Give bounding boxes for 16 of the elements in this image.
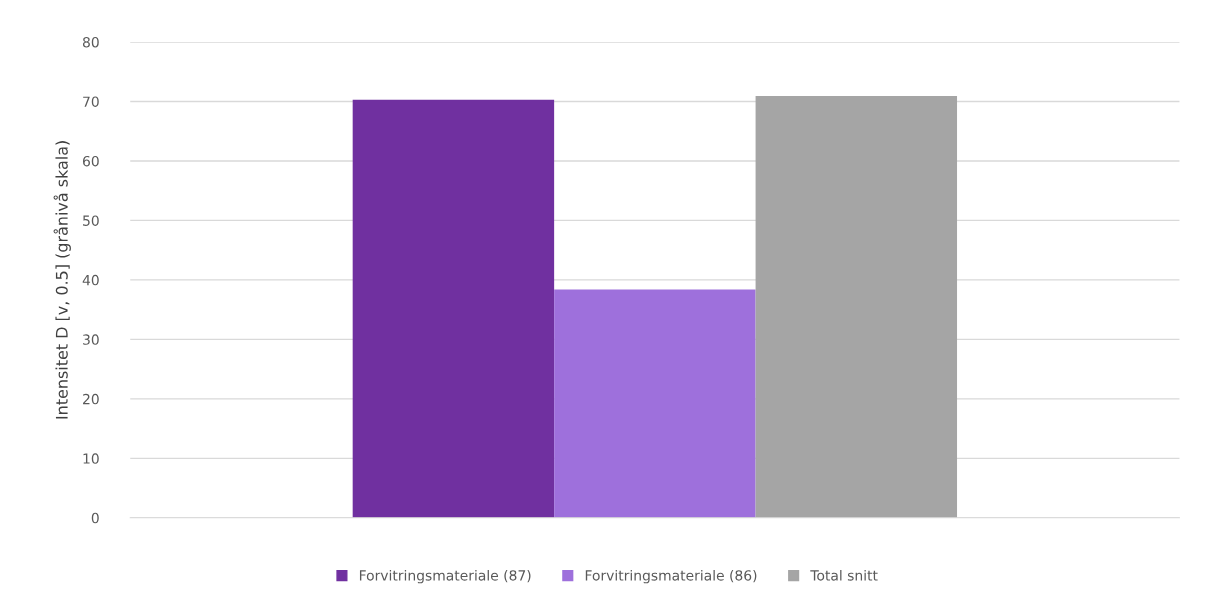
- bar: [755, 96, 958, 518]
- y-tick-label: 50: [83, 215, 99, 226]
- legend-label: Forvitringsmateriale (86): [585, 569, 757, 584]
- bar: [352, 99, 555, 518]
- legend-label: Total snitt: [810, 569, 878, 581]
- y-tick-label: 40: [82, 274, 99, 286]
- legend-label: Forvitringsmateriale (87): [359, 569, 531, 584]
- y-tick-label: 70: [83, 96, 99, 107]
- y-tick-label: 80: [82, 36, 99, 48]
- y-tick-label: 10: [83, 453, 99, 464]
- y-axis-title: Intensitet D [v, 0.5] (grånivå skala): [53, 141, 71, 419]
- y-tick-label: 30: [83, 334, 99, 345]
- y-tick-label: 0: [91, 512, 99, 524]
- bar: [554, 289, 756, 518]
- y-tick-label: 20: [83, 393, 99, 405]
- y-tick-label: 60: [82, 155, 99, 167]
